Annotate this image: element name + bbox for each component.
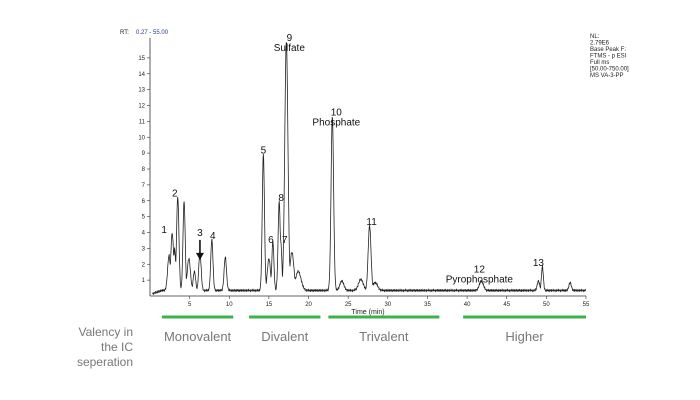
x-tick-label: 25 bbox=[345, 302, 352, 308]
y-tick-label: 10 bbox=[138, 135, 145, 141]
rt-label: RT: bbox=[120, 30, 129, 36]
valency-group-label: Higher bbox=[505, 329, 544, 344]
x-tick-label: 15 bbox=[266, 302, 273, 308]
x-tick-label: 35 bbox=[424, 302, 431, 308]
peak-number-label: 12 bbox=[474, 264, 486, 275]
peak-number-label: 10 bbox=[331, 107, 343, 118]
peak-number-label: 11 bbox=[366, 217, 377, 228]
x-tick-label: 40 bbox=[464, 302, 471, 308]
x-tick-label: 10 bbox=[226, 302, 233, 308]
y-tick-label: 9 bbox=[142, 151, 146, 157]
peak-number-label: 1 bbox=[161, 225, 167, 236]
y-tick-label: 6 bbox=[142, 199, 146, 205]
valency-group-label: Monovalent bbox=[164, 329, 232, 344]
peak-number-label: 6 bbox=[268, 235, 274, 246]
valency-bar bbox=[249, 315, 321, 319]
scan-info-line: Base Peak F: bbox=[590, 47, 626, 53]
valency-label-line: Valency in bbox=[79, 325, 133, 339]
y-tick-label: 1 bbox=[142, 278, 146, 284]
peak-label-group: 123 456 789Sulfate10Phosphate1112Pyrophosp… bbox=[161, 33, 544, 286]
y-tick-label: 11 bbox=[139, 119, 146, 125]
y-tick-label: 5 bbox=[142, 215, 146, 221]
peak-number-label: 4 bbox=[210, 231, 216, 242]
peak-name-label: Sulfate bbox=[274, 43, 306, 54]
valency-label-line: the IC bbox=[101, 340, 133, 354]
rt-range: 0.27 - 55.00 bbox=[136, 30, 169, 36]
scan-info-line: 2.79E6 bbox=[590, 41, 610, 47]
y-tick-label: 15 bbox=[138, 56, 145, 62]
x-tick-label: 20 bbox=[305, 302, 312, 308]
x-tick-label: 30 bbox=[384, 302, 391, 308]
x-tick-label: 50 bbox=[543, 302, 550, 308]
y-tick-label: 14 bbox=[138, 72, 145, 78]
peak-number-label: 3 bbox=[197, 228, 203, 239]
peak-number-label: 5 bbox=[261, 145, 267, 156]
y-tick-label: 3 bbox=[142, 246, 146, 252]
valency-bar bbox=[161, 315, 234, 319]
x-tick-label: 5 bbox=[188, 302, 192, 308]
valency-label-line: seperation bbox=[77, 355, 133, 369]
x-tick-group: 5 10 15 20 25 30 35 40 45 50 55 bbox=[188, 296, 590, 308]
scan-info-line: NL: bbox=[590, 34, 600, 40]
scan-info-line: MS VA-3-PP bbox=[590, 73, 624, 79]
x-tick-label: 55 bbox=[583, 302, 590, 308]
scan-info-line: FTMS - p ESI bbox=[590, 54, 627, 60]
scan-info-line: Full ms bbox=[590, 60, 609, 66]
y-tick-label: 4 bbox=[142, 231, 146, 237]
valency-groups: Monovalent Divalent Trivalent Higher bbox=[161, 315, 586, 344]
x-axis-title: Time (min) bbox=[351, 309, 384, 316]
peak-number-label: 9 bbox=[287, 33, 293, 44]
peak-number-label: 2 bbox=[172, 188, 178, 199]
chromatogram-trace bbox=[152, 42, 587, 295]
peak-number-label: 13 bbox=[533, 258, 545, 269]
peak-name-label: Pyrophosphate bbox=[446, 274, 514, 285]
scan-info-line: [50.00-750.00] bbox=[590, 67, 629, 73]
x-tick-label: 45 bbox=[503, 302, 510, 308]
peak-number-label: 7 bbox=[282, 235, 288, 246]
peak-3-arrow-icon bbox=[195, 239, 204, 260]
y-tick-label: 2 bbox=[142, 262, 146, 268]
y-tick-label: 7 bbox=[142, 183, 146, 189]
y-tick-label: 13 bbox=[138, 88, 145, 94]
peak-number-label: 8 bbox=[278, 193, 284, 204]
y-tick-label: 12 bbox=[138, 104, 145, 110]
valency-group-label: Trivalent bbox=[359, 329, 409, 344]
valency-bar bbox=[328, 315, 440, 319]
valency-bar bbox=[463, 315, 586, 319]
y-tick-label: 8 bbox=[142, 167, 146, 173]
peak-name-label: Phosphate bbox=[312, 117, 360, 128]
valency-group-label: Divalent bbox=[261, 329, 308, 344]
